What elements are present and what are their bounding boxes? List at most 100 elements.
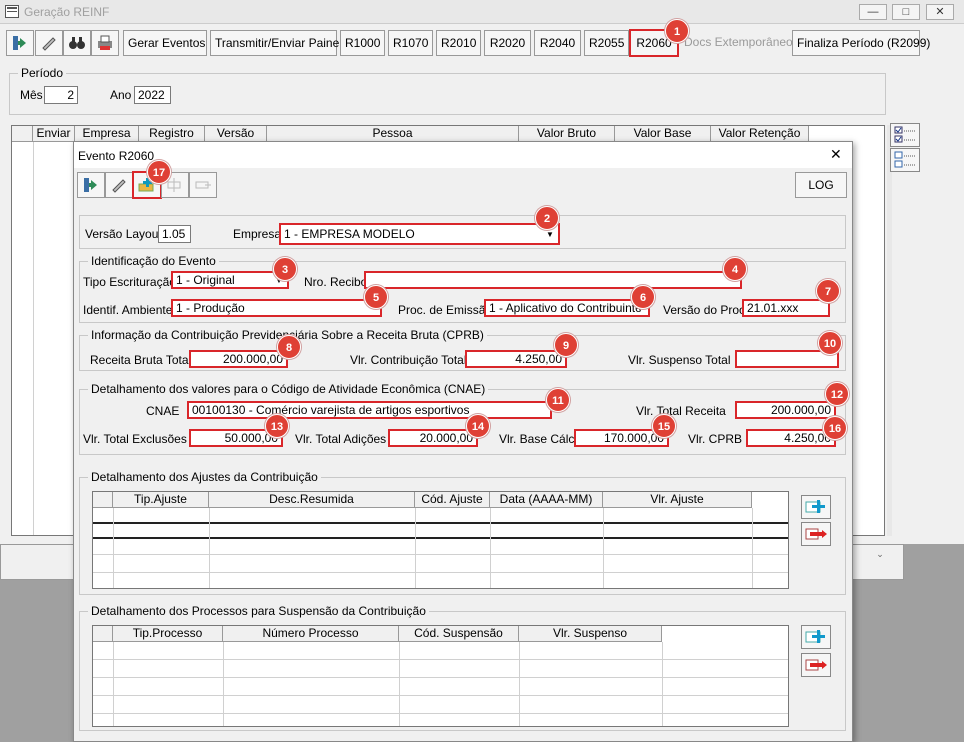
app-icon <box>5 5 19 18</box>
dialog-close-icon[interactable]: ✕ <box>830 146 842 162</box>
col-versao[interactable]: Versão <box>205 126 267 142</box>
col-valor-bruto[interactable]: Valor Bruto <box>519 126 615 142</box>
col-cod-suspensao[interactable]: Cód. Suspensão <box>399 626 519 642</box>
badge-10: 10 <box>818 331 842 355</box>
col-data[interactable]: Data (AAAA-MM) <box>490 492 603 508</box>
log-button[interactable]: LOG <box>795 172 847 198</box>
badge-14: 14 <box>466 414 490 438</box>
exit-icon[interactable] <box>6 30 34 56</box>
ajustes-grid-line <box>603 508 604 588</box>
col-desc-resumida[interactable]: Desc.Resumida <box>209 492 415 508</box>
r2055-button[interactable]: R2055 <box>584 30 629 56</box>
processos-grid-line <box>113 642 114 726</box>
versao-layout-input[interactable]: 1.05 <box>158 225 191 243</box>
processos-grid-line <box>399 642 400 726</box>
r2010-button[interactable]: R2010 <box>436 30 481 56</box>
processos-grid-line <box>93 677 788 678</box>
versao-proc-input[interactable]: 21.01.xxx <box>742 299 830 317</box>
edit-icon[interactable] <box>35 30 63 56</box>
receita-bruta-input[interactable]: 200.000,00 <box>189 350 288 368</box>
col-registro[interactable]: Registro <box>139 126 205 142</box>
ajustes-legend: Detalhamento dos Ajustes da Contribuição <box>88 470 321 484</box>
badge-6: 6 <box>631 285 655 309</box>
badge-4: 4 <box>723 257 747 281</box>
processos-grid-line <box>662 642 663 726</box>
ano-input[interactable]: 2022 <box>134 86 171 104</box>
transmitir-button[interactable]: Transmitir/Enviar Painel <box>210 30 342 56</box>
col-empresa[interactable]: Empresa <box>75 126 139 142</box>
r2040-button[interactable]: R2040 <box>534 30 581 56</box>
r2020-button[interactable]: R2020 <box>484 30 531 56</box>
ajustes-grid-line <box>93 572 788 573</box>
vlr-suspenso-input[interactable] <box>735 350 839 368</box>
main-window-title: Geração REINF <box>24 5 110 19</box>
close-icon[interactable]: ✕ <box>926 4 954 20</box>
cnae-label: CNAE <box>146 404 180 418</box>
r1070-button[interactable]: R1070 <box>388 30 433 56</box>
badge-13: 13 <box>265 414 289 438</box>
proc-emissao-select[interactable]: 1 - Aplicativo do Contribuinte▼ <box>484 299 650 317</box>
empresa-label: Empresa <box>233 227 282 241</box>
col-enviar[interactable]: Enviar <box>33 126 75 142</box>
badge-1: 1 <box>665 19 689 43</box>
vlr-total-adicoes-label: Vlr. Total Adições <box>295 432 387 446</box>
col-vlr-suspenso[interactable]: Vlr. Suspenso <box>519 626 662 642</box>
mes-input[interactable]: 2 <box>44 86 78 104</box>
vlr-total-receita-input[interactable]: 200.000,00 <box>735 401 836 419</box>
scroll-down-icon[interactable]: ⌄ <box>876 549 884 559</box>
deselect-all-icon[interactable] <box>890 148 920 172</box>
layout-empresa-group: Versão Layout 1.05 Empresa 1 - EMPRESA M… <box>79 215 846 249</box>
chevron-down-icon: ▼ <box>546 230 554 239</box>
restore-icon[interactable]: □ <box>892 4 920 20</box>
cnae-input[interactable]: 00100130 - Comércio varejista de artigos… <box>187 401 552 419</box>
vlr-base-calc-input[interactable]: 170.000,00 <box>574 429 669 447</box>
gerar-eventos-button[interactable]: Gerar Eventos <box>123 30 207 56</box>
processos-remove-row-icon[interactable] <box>801 653 831 677</box>
col-valor-retencao[interactable]: Valor Retenção <box>711 126 809 142</box>
ident-ambiente-select[interactable]: 1 - Produção <box>171 299 382 317</box>
binoculars-icon[interactable] <box>63 30 91 56</box>
ident-evento-group: Identificação do Evento Tipo Escrituraçã… <box>79 254 846 323</box>
main-grid-indicator <box>12 126 33 142</box>
vlr-total-adicoes-input[interactable]: 20.000,00 <box>388 429 478 447</box>
r1000-button[interactable]: R1000 <box>340 30 385 56</box>
processos-grid-indicator <box>93 626 113 642</box>
tipo-escrituracao-select[interactable]: 1 - Original ▼ <box>171 271 289 289</box>
main-grid-line <box>33 142 34 535</box>
vlr-total-exclusoes-label: Vlr. Total Exclusões <box>83 432 187 446</box>
dialog-edit-icon[interactable] <box>105 172 133 198</box>
vlr-contribuicao-input[interactable]: 4.250,00 <box>465 350 567 368</box>
ajustes-grid-line <box>93 522 788 524</box>
badge-7: 7 <box>816 279 840 303</box>
empresa-select[interactable]: 1 - EMPRESA MODELO ▼ <box>279 223 560 245</box>
ajustes-remove-row-icon[interactable] <box>801 522 831 546</box>
badge-15: 15 <box>652 414 676 438</box>
select-all-icon[interactable] <box>890 123 920 147</box>
main-scrollbar[interactable] <box>887 125 892 536</box>
vlr-total-exclusoes-input[interactable]: 50.000,00 <box>189 429 283 447</box>
vlr-contribuicao-label: Vlr. Contribuição Total <box>350 353 467 367</box>
ajustes-add-row-icon[interactable] <box>801 495 831 519</box>
dialog-exit-icon[interactable] <box>77 172 105 198</box>
nro-recibo-input[interactable] <box>364 271 742 289</box>
col-vlr-ajuste[interactable]: Vlr. Ajuste <box>603 492 752 508</box>
badge-2: 2 <box>535 206 559 230</box>
vlr-cprb-input[interactable]: 4.250,00 <box>746 429 836 447</box>
chevron-down-icon: ▼ <box>275 276 283 285</box>
minimize-icon[interactable]: — <box>859 4 887 20</box>
docs-extemporaneos-button[interactable]: Docs Extemporâneos <box>684 35 799 49</box>
finaliza-periodo-button[interactable]: Finaliza Período (R2099) <box>792 30 930 56</box>
ajustes-grid[interactable]: Tip.Ajuste Desc.Resumida Cód. Ajuste Dat… <box>92 491 789 589</box>
col-tip-processo[interactable]: Tip.Processo <box>113 626 223 642</box>
print-icon[interactable] <box>91 30 119 56</box>
ajustes-grid-line <box>113 508 114 588</box>
col-tip-ajuste[interactable]: Tip.Ajuste <box>113 492 209 508</box>
badge-3: 3 <box>273 257 297 281</box>
col-pessoa[interactable]: Pessoa <box>267 126 519 142</box>
processos-grid[interactable]: Tip.Processo Número Processo Cód. Suspen… <box>92 625 789 727</box>
col-valor-base[interactable]: Valor Base <box>615 126 711 142</box>
processos-add-row-icon[interactable] <box>801 625 831 649</box>
ano-label: Ano <box>110 88 132 102</box>
col-cod-ajuste[interactable]: Cód. Ajuste <box>415 492 490 508</box>
col-numero-processo[interactable]: Número Processo <box>223 626 399 642</box>
